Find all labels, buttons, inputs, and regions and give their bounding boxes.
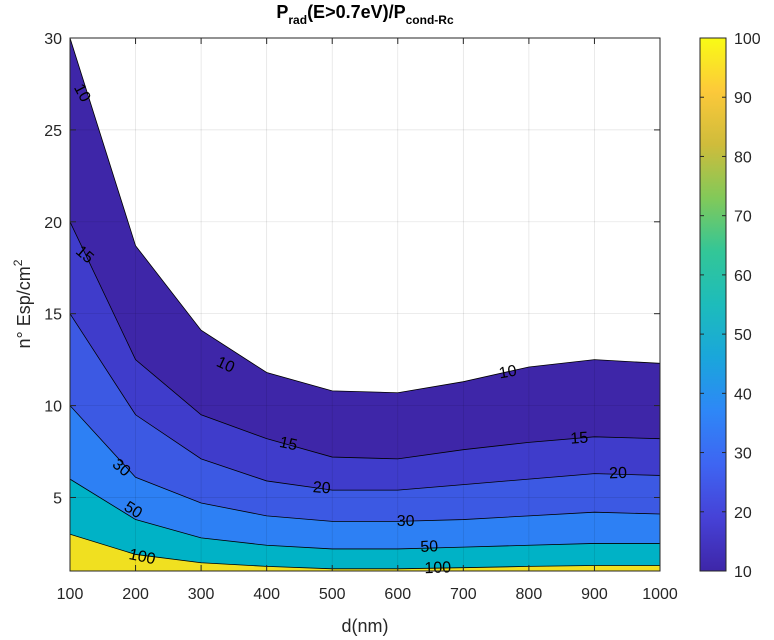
contour-line-50 [70,478,660,550]
colorbar-tick-label: 20 [734,505,752,522]
contour-band [70,221,660,491]
contour-line-30 [70,405,660,522]
contour-label: 100 [127,546,157,568]
x-tick-label: 200 [122,586,149,603]
colorbar-ticks: 10 20 30 40 50 60 70 80 90 100 [700,31,761,581]
y-tick-label: 5 [53,490,62,507]
x-tick-label: 500 [319,586,346,603]
y-axis-label: n° Esp/cm2 [11,259,34,348]
x-tick-label: 100 [57,586,84,603]
x-tick-label: 800 [516,586,543,603]
colorbar [699,37,727,572]
contour-band [70,38,660,459]
contour-band [70,479,660,569]
x-tick-label: 600 [384,586,411,603]
contour-label: 10 [498,363,519,383]
contour-label: 50 [420,538,439,556]
y-tick-label: 25 [44,123,62,140]
colorbar-tick-label: 30 [734,446,752,463]
contour-fills [70,38,660,571]
contour-label: 15 [570,430,589,448]
colorbar-tick-label: 10 [734,564,752,581]
contour-label: 20 [609,465,627,483]
colorbar-tick-label: 70 [734,209,752,226]
chart-title: Prad(E>0.7eV)/Pcond-Rc [276,2,454,27]
y-tick-label: 30 [44,31,62,48]
x-axis-label: d(nm) [341,616,388,636]
colorbar-tick-label: 50 [734,327,752,344]
contour-label: 15 [278,434,299,454]
contour-label: 10 [214,354,237,377]
contour-label: 50 [121,498,145,522]
contour-label: 30 [397,513,415,530]
contour-band [70,405,660,549]
contour-label: 100 [424,559,451,577]
contour-line-20 [70,313,660,491]
contour-lines [70,38,660,570]
x-tick-label: 300 [188,586,215,603]
colorbar-tick-label: 80 [734,149,752,166]
x-tick-label: 400 [253,586,280,603]
contour-line-100 [70,533,660,570]
y-tick-label: 15 [44,307,62,324]
colorbar-tick-label: 60 [734,268,752,285]
contour-band [70,38,660,393]
y-tick-label: 20 [44,215,62,232]
contour-band [70,313,660,522]
contour-label: 10 [70,81,93,105]
x-tick-label: 1000 [642,586,678,603]
contour-band [70,534,660,571]
y-axis-ticks: 5 10 15 20 25 30 [44,31,660,507]
contour-line-15 [70,221,660,460]
major-grid [70,38,660,571]
colorbar-tick-label: 40 [734,386,752,403]
x-axis-ticks: 100 200 300 400 500 600 700 800 900 1000 [57,38,678,603]
plot-frame [69,37,661,572]
y-tick-label: 10 [44,399,62,416]
colorbar-tick-label: 100 [734,31,761,48]
x-tick-label: 700 [450,586,477,603]
contour-line-10 [70,38,660,394]
x-tick-label: 900 [581,586,608,603]
colorbar-tick-label: 90 [734,90,752,107]
contour-label: 20 [312,479,331,497]
